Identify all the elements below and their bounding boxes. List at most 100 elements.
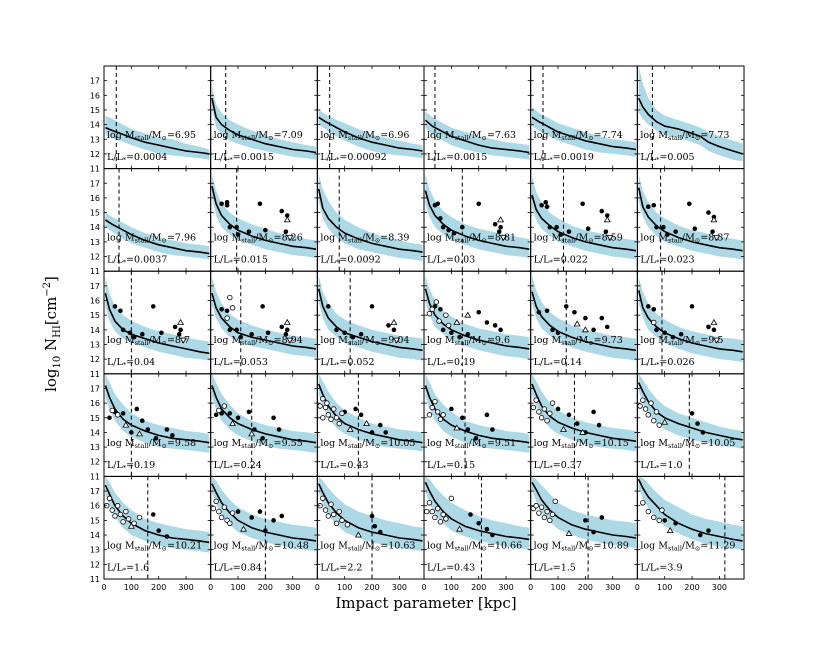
luminosity-annotation: L/L*=0.43: [427, 562, 475, 574]
luminosity-annotation: L/L*=0.015: [214, 255, 268, 267]
detection-point: [706, 210, 711, 215]
y-tick-label: 14: [90, 223, 100, 232]
detection-point: [490, 532, 495, 538]
detection-point: [449, 330, 454, 336]
open-point: [549, 511, 556, 518]
scatter-band: [532, 275, 636, 361]
detection-point: [476, 309, 482, 315]
mass-annotation: log Mstall/M⊙=10.66: [427, 540, 522, 552]
panel: log Mstall/M⊙=10.05 L/L*=1.0: [636, 373, 745, 477]
detection-point: [164, 427, 170, 432]
luminosity-annotation: L/L*=0.24: [214, 460, 262, 472]
detection-point: [550, 327, 555, 333]
panel: log Mstall/M⊙=9.73 L/L*=0.14: [530, 270, 638, 375]
luminosity-annotation: L/L*=0.0092: [320, 255, 380, 267]
y-tick-label: 17: [90, 384, 100, 393]
scatter-band: [212, 86, 316, 160]
luminosity-annotation: L/L*=2.2: [320, 562, 362, 574]
detection-point: [604, 324, 610, 330]
open-point: [114, 412, 121, 418]
detection-point: [224, 200, 230, 205]
detection-point: [178, 327, 183, 333]
detection-point: [283, 229, 289, 234]
mass-annotation: log Mstall/M⊙=10.48: [214, 540, 309, 552]
x-tick-label: 0: [635, 583, 640, 592]
y-tick-label: 16: [90, 297, 100, 306]
open-point: [659, 507, 665, 513]
scatter-band: [638, 476, 743, 550]
median-curve: [637, 382, 743, 441]
detection-point: [591, 327, 596, 333]
open-point: [227, 520, 233, 527]
y-tick-label: 13: [90, 546, 100, 555]
open-point: [117, 511, 124, 518]
detection-point: [476, 201, 482, 207]
lower-limit-point: [464, 311, 472, 318]
mass-annotation: log Mstall/M⊙=9.73: [534, 335, 623, 347]
open-point: [653, 409, 660, 415]
detection-point: [358, 331, 364, 337]
open-point: [651, 319, 657, 326]
panel: log Mstall/M⊙=8.39 L/L*=0.0092: [316, 168, 425, 272]
open-point: [331, 406, 337, 412]
open-point: [322, 507, 329, 513]
open-point: [541, 514, 548, 521]
median-curve: [211, 292, 317, 350]
mass-annotation: log Mstall/M⊙=9.04: [320, 335, 409, 347]
detection-point: [334, 327, 339, 333]
detection-point: [353, 406, 358, 412]
luminosity-annotation: L/L*=0.43: [320, 460, 368, 472]
lower-limit-point: [283, 318, 291, 325]
y-tick-label: 13: [90, 443, 100, 452]
open-point: [333, 415, 340, 421]
scatter-band: [318, 476, 423, 552]
detection-point: [596, 422, 602, 428]
mass-annotation: log Mstall/M⊙=9.6: [427, 335, 510, 347]
detection-point: [473, 435, 479, 441]
detection-point: [279, 324, 285, 330]
panel: log Mstall/M⊙=8.26 L/L*=0.015: [210, 168, 318, 272]
detection-point: [645, 204, 651, 210]
detection-point: [460, 224, 465, 230]
detection-point: [153, 435, 159, 441]
detection-point: [492, 323, 498, 328]
median-curve: [637, 187, 743, 252]
y-tick-label: 12: [90, 253, 100, 262]
luminosity-annotation: L/L*=1.6: [107, 562, 149, 574]
open-point: [221, 504, 228, 510]
median-curve: [318, 116, 423, 152]
panel: 0 100 200 300 log Mstall/M⊙=11.29 L/L*=3.9: [635, 475, 745, 592]
upper-limit-point: [393, 337, 401, 344]
y-tick-label: 11: [90, 472, 100, 481]
lower-limit-point: [283, 216, 291, 223]
upper-limit-point: [713, 235, 721, 242]
detection-point: [131, 334, 137, 340]
detection-point: [566, 229, 572, 234]
open-point: [320, 495, 326, 502]
lower-limit-point: [363, 420, 371, 427]
y-tick-label: 16: [90, 194, 100, 203]
detection-point: [435, 201, 440, 207]
scatter-band: [318, 110, 423, 159]
luminosity-annotation: L/L*=0.14: [534, 357, 582, 369]
scatter-band: [212, 373, 316, 453]
median-curve: [317, 288, 423, 352]
scatter-band: [105, 277, 210, 361]
detection-point: [224, 308, 230, 314]
open-point: [552, 498, 558, 505]
detection-point: [284, 327, 290, 333]
detection-point: [391, 327, 397, 333]
lower-limit-point: [229, 420, 237, 427]
detection-point: [689, 411, 695, 416]
detection-point: [544, 308, 550, 314]
detection-point: [468, 512, 473, 517]
mass-annotation: log Mstall/M⊙=10.05: [640, 438, 735, 450]
luminosity-annotation: L/L*=0.026: [640, 357, 694, 369]
mass-annotation: log Mstall/M⊙=8.7: [107, 335, 190, 347]
detection-point: [484, 320, 490, 325]
x-tick-label: 100: [550, 583, 565, 592]
y-tick-label: 17: [90, 77, 100, 86]
mass-annotation: log Mstall/M⊙=9.5: [640, 335, 723, 347]
detection-point: [670, 334, 676, 340]
detection-point: [219, 307, 224, 312]
